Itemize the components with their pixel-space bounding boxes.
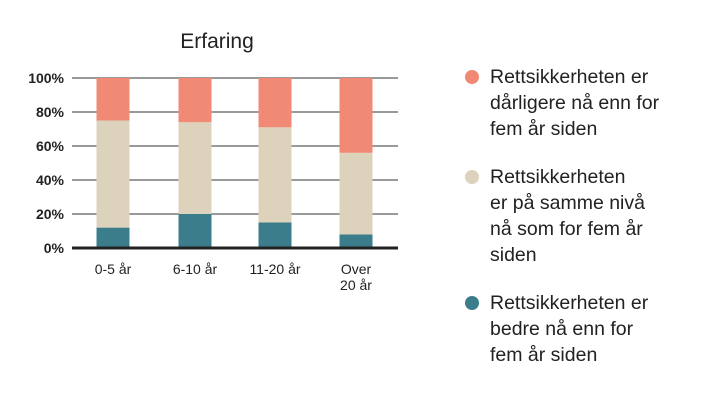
legend-swatch-worse (465, 70, 479, 84)
legend-label-line: fem år siden (490, 118, 598, 140)
x-tick-label: Over (341, 261, 372, 277)
legend-swatch-same (465, 170, 479, 184)
bar-segment-better (178, 214, 212, 248)
legend-item-same: Rettsikkerheten er på samme nivå nå som fo… (462, 164, 702, 268)
chart-title: Erfaring (180, 30, 254, 53)
legend-item-better: Rettsikkerheten er bedre nå enn for fem år… (462, 290, 702, 368)
bar-segment-same (339, 152, 373, 235)
y-tick-label: 100% (28, 70, 64, 86)
legend-label-line: Rettsikkerheten er (490, 292, 649, 314)
x-tick-label: 6-10 år (173, 261, 218, 277)
bar-segment-better (96, 227, 130, 248)
legend-item-worse: Rettsikkerheten er dårligere nå enn for fe… (462, 64, 702, 142)
y-tick-label: 60% (36, 138, 65, 154)
legend-label-line: bedre nå enn for (490, 318, 634, 340)
bar-segment-better (339, 234, 373, 248)
bar-segment-same (96, 120, 130, 228)
legend-label-line: Rettsikkerheten (490, 166, 626, 188)
bar-segment-same (178, 122, 212, 214)
bar-segment-better (258, 222, 292, 248)
x-tick-label: 20 år (340, 277, 372, 293)
legend-label-line: nå som for fem år (490, 218, 643, 240)
bar-segment-worse (178, 78, 212, 123)
y-tick-label: 20% (36, 206, 65, 222)
legend-label-line: siden (490, 244, 537, 266)
legend-swatch-better (465, 296, 479, 310)
legend-label-line: Rettsikkerheten er (490, 66, 649, 88)
bars (96, 78, 373, 248)
y-tick-label: 80% (36, 104, 65, 120)
x-tick-label: 11-20 år (249, 261, 300, 277)
bar-segment-worse (339, 78, 373, 153)
legend: Rettsikkerheten er dårligere nå enn for fe… (462, 64, 702, 390)
y-tick-label: 0% (44, 240, 65, 256)
bar-segment-worse (96, 78, 130, 121)
legend-label-line: fem år siden (490, 344, 598, 366)
bar-segment-worse (258, 78, 292, 128)
x-tick-label: 0-5 år (95, 261, 132, 277)
y-tick-labels: 0% 20% 40% 60% 80% 100% (28, 70, 64, 256)
legend-label-line: er på samme nivå (490, 192, 645, 214)
y-tick-label: 40% (36, 172, 65, 188)
legend-label-line: dårligere nå enn for (490, 92, 660, 114)
bar-segment-same (258, 127, 292, 223)
